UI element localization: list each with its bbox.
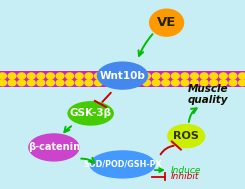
Circle shape bbox=[114, 80, 122, 86]
Circle shape bbox=[172, 80, 179, 86]
Text: Wnt10b: Wnt10b bbox=[99, 71, 146, 81]
Circle shape bbox=[220, 80, 227, 86]
Text: VE: VE bbox=[157, 16, 176, 29]
Circle shape bbox=[66, 80, 74, 86]
Circle shape bbox=[37, 80, 45, 86]
Circle shape bbox=[27, 73, 35, 79]
Text: Inhibit: Inhibit bbox=[170, 172, 199, 181]
Circle shape bbox=[239, 73, 245, 79]
Text: GSK-3β: GSK-3β bbox=[70, 108, 112, 118]
Circle shape bbox=[8, 73, 16, 79]
Circle shape bbox=[210, 73, 218, 79]
Circle shape bbox=[133, 80, 141, 86]
Circle shape bbox=[133, 73, 141, 79]
Circle shape bbox=[229, 73, 237, 79]
Circle shape bbox=[162, 73, 170, 79]
Ellipse shape bbox=[149, 9, 184, 37]
Circle shape bbox=[8, 80, 16, 86]
Circle shape bbox=[172, 73, 179, 79]
Circle shape bbox=[56, 80, 64, 86]
Circle shape bbox=[210, 80, 218, 86]
Circle shape bbox=[95, 80, 102, 86]
Circle shape bbox=[47, 73, 54, 79]
Circle shape bbox=[200, 73, 208, 79]
Circle shape bbox=[37, 73, 45, 79]
Circle shape bbox=[162, 80, 170, 86]
Text: β-catenin: β-catenin bbox=[28, 143, 80, 152]
Text: SOD/POD/GSH-PX: SOD/POD/GSH-PX bbox=[83, 160, 162, 169]
Ellipse shape bbox=[28, 133, 80, 162]
Circle shape bbox=[95, 73, 102, 79]
Circle shape bbox=[18, 73, 25, 79]
Circle shape bbox=[104, 73, 112, 79]
Circle shape bbox=[181, 73, 189, 79]
Circle shape bbox=[143, 73, 150, 79]
Circle shape bbox=[0, 80, 6, 86]
Circle shape bbox=[66, 73, 74, 79]
Circle shape bbox=[27, 80, 35, 86]
Circle shape bbox=[191, 73, 198, 79]
Circle shape bbox=[123, 73, 131, 79]
Text: ROS: ROS bbox=[173, 131, 199, 141]
Circle shape bbox=[75, 80, 83, 86]
Circle shape bbox=[152, 73, 160, 79]
Circle shape bbox=[220, 73, 227, 79]
Circle shape bbox=[114, 73, 122, 79]
Circle shape bbox=[56, 73, 64, 79]
Circle shape bbox=[239, 80, 245, 86]
Circle shape bbox=[200, 80, 208, 86]
Text: Induce: Induce bbox=[170, 166, 201, 175]
Circle shape bbox=[123, 80, 131, 86]
Circle shape bbox=[85, 80, 93, 86]
Ellipse shape bbox=[89, 150, 156, 179]
Circle shape bbox=[152, 80, 160, 86]
Circle shape bbox=[191, 80, 198, 86]
Circle shape bbox=[85, 73, 93, 79]
FancyBboxPatch shape bbox=[0, 71, 245, 87]
Circle shape bbox=[229, 80, 237, 86]
Ellipse shape bbox=[167, 124, 205, 148]
Text: Muscle
quality: Muscle quality bbox=[188, 84, 229, 105]
Ellipse shape bbox=[67, 101, 114, 126]
Circle shape bbox=[104, 80, 112, 86]
Circle shape bbox=[0, 73, 6, 79]
Circle shape bbox=[143, 80, 150, 86]
Circle shape bbox=[181, 80, 189, 86]
Circle shape bbox=[18, 80, 25, 86]
Circle shape bbox=[75, 73, 83, 79]
Circle shape bbox=[47, 80, 54, 86]
Ellipse shape bbox=[97, 61, 148, 90]
